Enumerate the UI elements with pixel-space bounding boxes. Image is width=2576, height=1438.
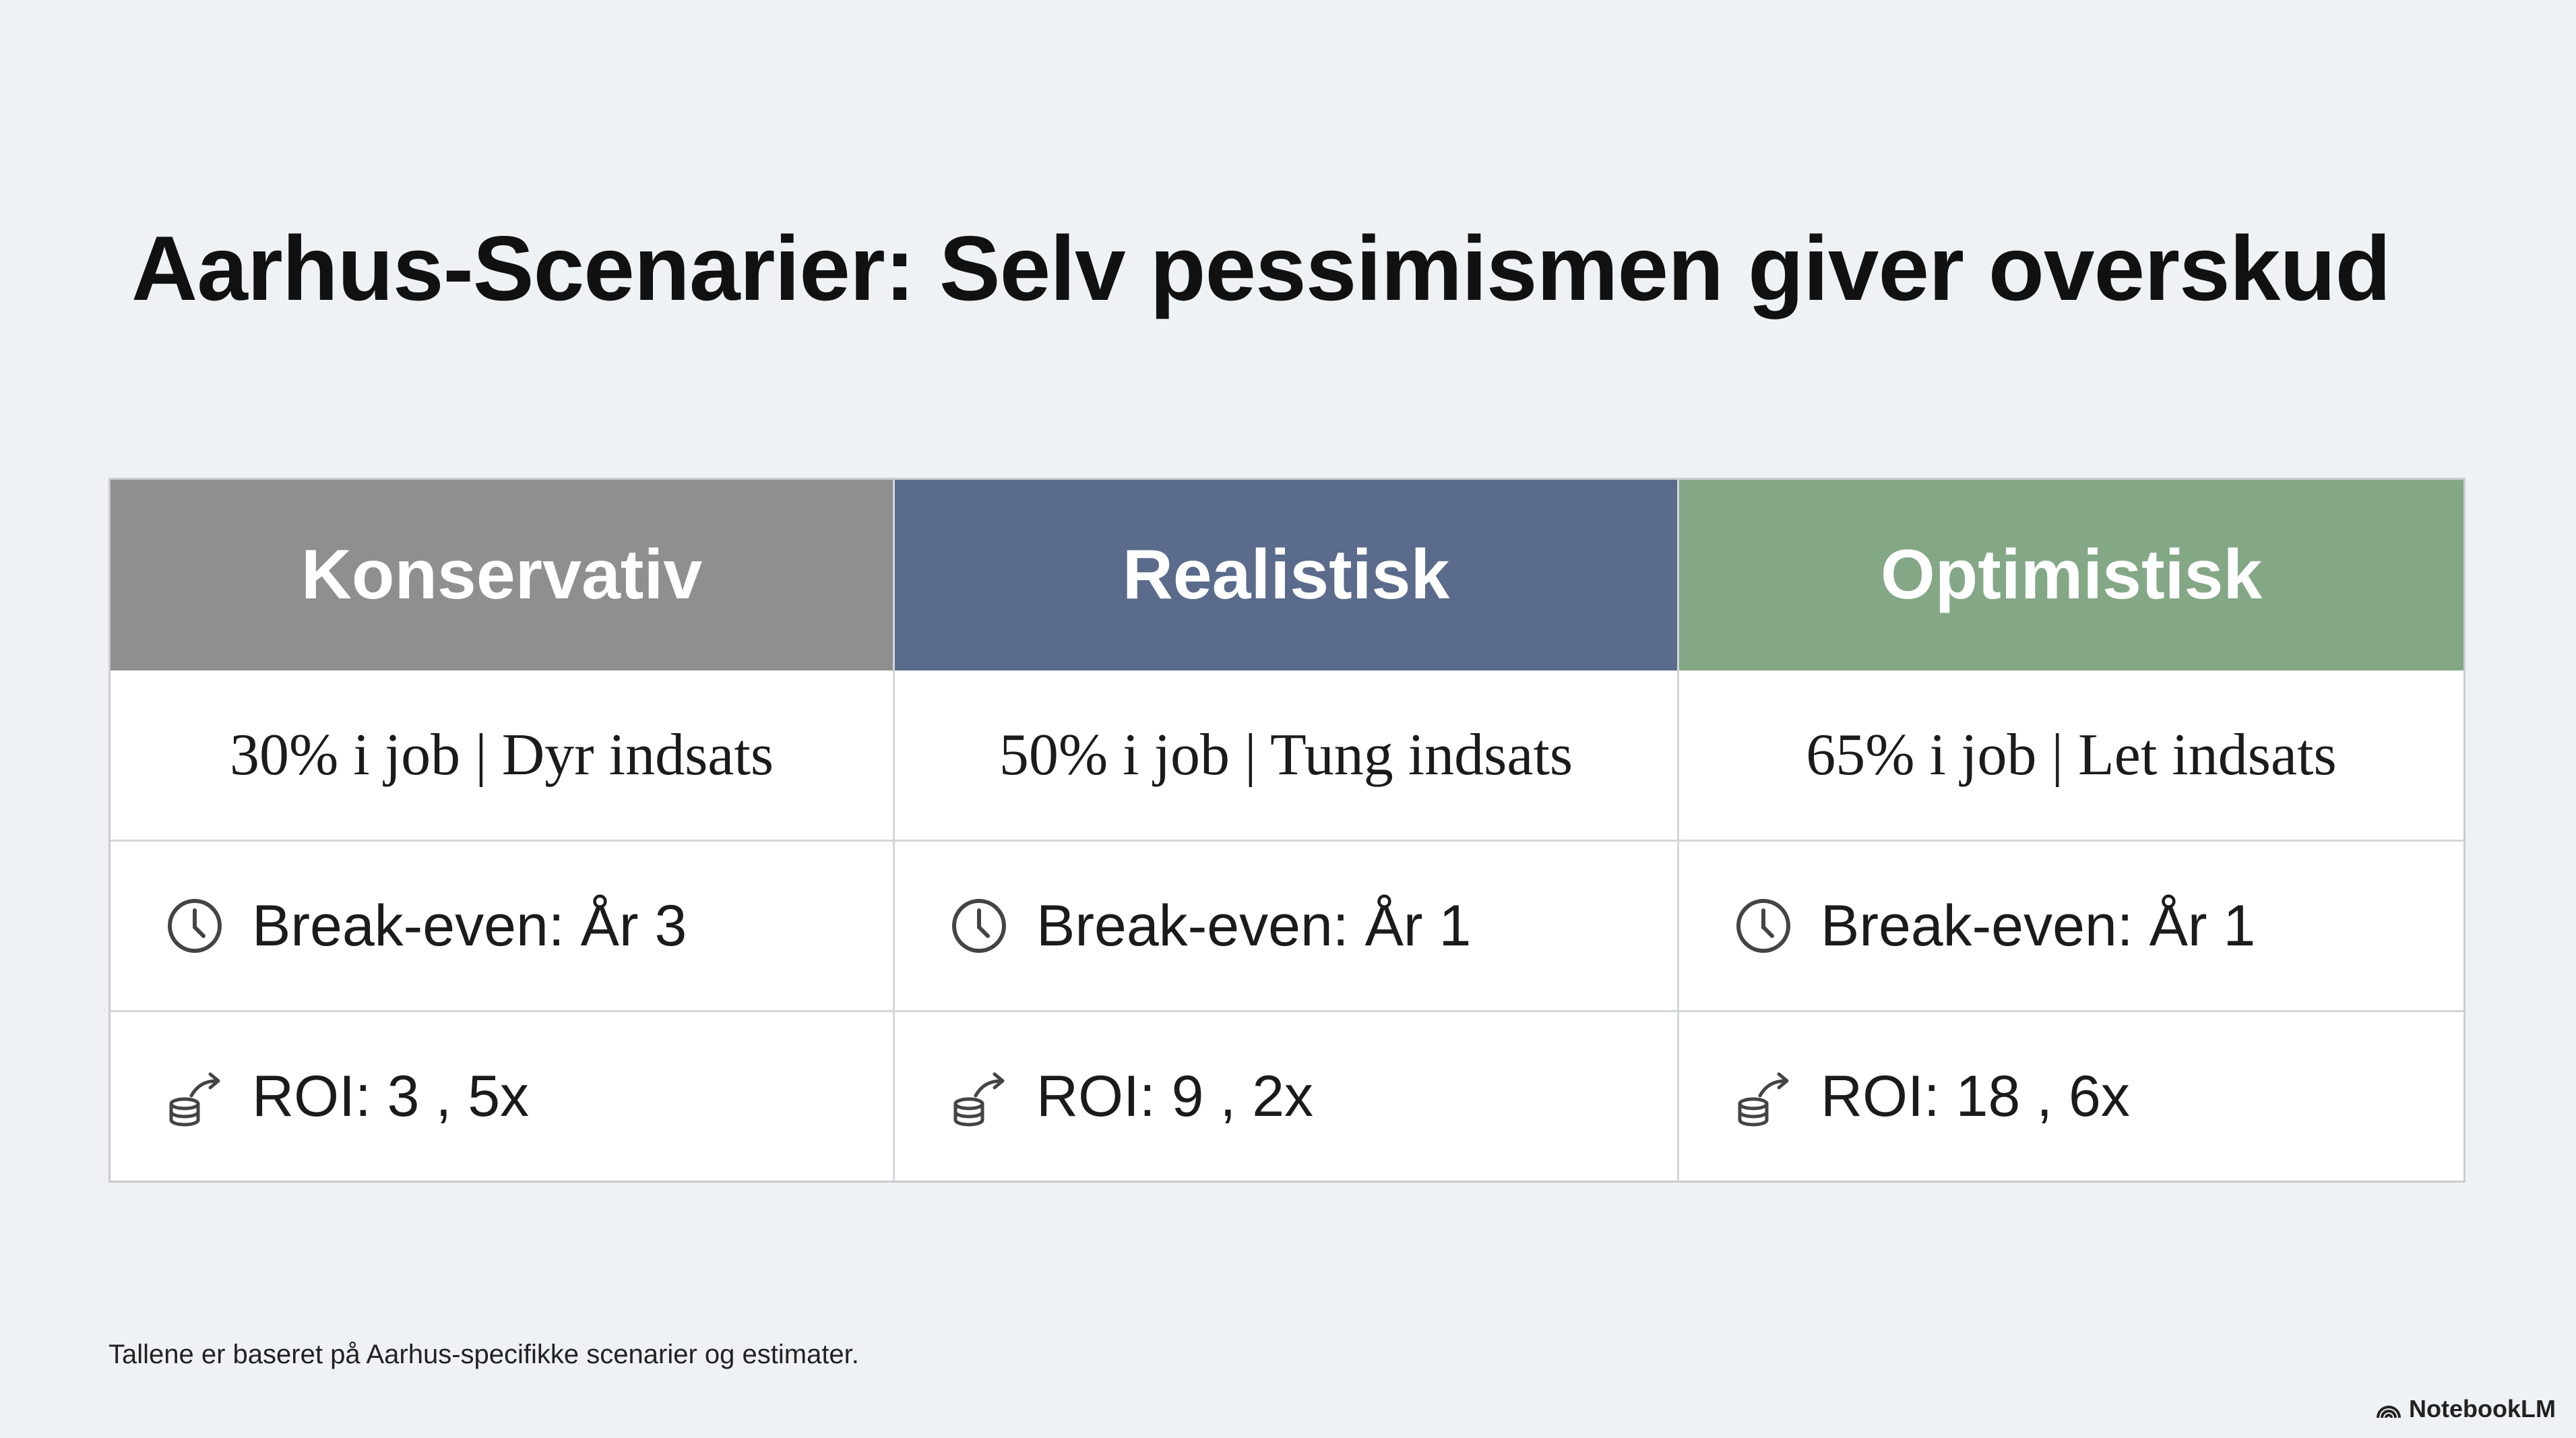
description-cell: 65% i job | Let indsats xyxy=(1679,670,2463,842)
break-even-cell: Break-even: År 1 xyxy=(895,842,1679,1012)
break-even-text: Break-even: År 3 xyxy=(252,893,687,958)
roi-text: ROI: 3 , 5x xyxy=(252,1063,530,1129)
break-even-text: Break-even: År 1 xyxy=(1036,893,1472,958)
description-cell: 30% i job | Dyr indsats xyxy=(111,670,895,842)
footnote: Tallene er baseret på Aarhus-specifikke … xyxy=(108,1340,859,1369)
clock-icon xyxy=(168,899,222,953)
brand-logo xyxy=(2377,1406,2401,1418)
clock-icon xyxy=(1736,899,1790,953)
column-header: Optimistisk xyxy=(1679,480,2463,670)
roi-cell: ROI: 9 , 2x xyxy=(895,1012,1679,1181)
title: Aarhus-Scenarier: Selv pessimismen giver… xyxy=(131,217,2391,319)
roi-cell: ROI: 18 , 6x xyxy=(1679,1012,2463,1181)
column-header: Konservativ xyxy=(111,480,895,670)
break-even-text: Break-even: År 1 xyxy=(1821,893,2256,958)
column-header: Realistisk xyxy=(895,480,1679,670)
break-even-cell: Break-even: År 3 xyxy=(111,842,895,1012)
scenario-table: Konservativ Realistisk Optimistisk 30% i jo… xyxy=(108,478,2465,1183)
brand-name: NotebookLM xyxy=(2409,1395,2556,1423)
coins-icon xyxy=(169,1072,220,1127)
roi-text: ROI: 18 , 6x xyxy=(1821,1063,2130,1129)
clock-icon xyxy=(952,899,1006,953)
description-cell: 50% i job | Tung indsats xyxy=(895,670,1679,842)
brand: NotebookLM xyxy=(2375,1395,2556,1423)
roi-cell: ROI: 3 , 5x xyxy=(111,1012,895,1181)
break-even-cell: Break-even: År 1 xyxy=(1679,842,2463,1012)
coins-icon xyxy=(953,1072,1005,1127)
coins-icon xyxy=(1738,1072,1789,1127)
roi-text: ROI: 9 , 2x xyxy=(1036,1063,1314,1129)
